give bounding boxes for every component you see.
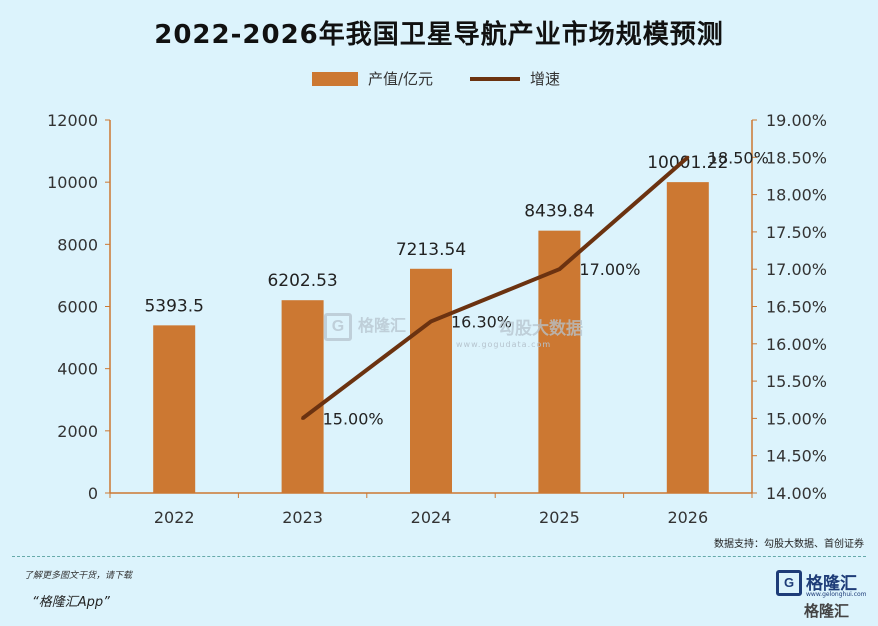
bar-data-label: 10001.22: [647, 153, 728, 173]
bar: [153, 325, 196, 493]
bar: [410, 268, 452, 493]
watermark-url: www.gogudata.com: [456, 340, 552, 349]
watermark-left-text: 格隆汇: [358, 316, 407, 335]
growth-data-label: 17.00%: [579, 260, 640, 279]
bar-data-label: 5393.5: [144, 296, 203, 316]
y-right-tick-label: 15.00%: [766, 409, 827, 428]
promo-text: 了解更多图文干货，请下载: [24, 571, 133, 581]
growth-point: [686, 155, 690, 159]
bar-data-label: 7213.54: [396, 240, 466, 260]
bar: [666, 182, 709, 494]
y-right-tick-label: 16.00%: [766, 335, 827, 354]
y-left-tick-label: 12000: [47, 111, 98, 130]
y-right-tick-label: 17.50%: [766, 223, 827, 242]
promo-app-text: “格隆汇App”: [32, 595, 110, 610]
legend-line-label: 增速: [530, 70, 560, 88]
watermark-logo-icon: G: [324, 312, 352, 341]
legend-bar-swatch: [312, 72, 358, 86]
growth-line: [301, 155, 690, 420]
chart-title: 2022-2026年我国卫星导航产业市场规模预测: [154, 20, 724, 50]
y-left-tick-label: 4000: [57, 360, 98, 379]
x-tick-label: 2022: [154, 508, 195, 527]
watermark-right-text: 勾股大数据: [498, 319, 583, 339]
bar-data-label: 8439.84: [524, 202, 594, 222]
y-left-tick-label: 0: [88, 484, 98, 503]
y-left-tick-label: 6000: [57, 298, 98, 317]
y-right-tick-label: 19.00%: [766, 111, 827, 130]
bar: [281, 300, 324, 493]
watermark: G 格隆汇: [324, 312, 406, 341]
x-tick-label: 2026: [667, 508, 708, 527]
growth-data-label: 18.50%: [708, 148, 769, 167]
brand-logo[interactable]: G 格隆汇 www.gelonghui.com 格隆汇: [776, 570, 872, 620]
footer-divider: [12, 556, 866, 557]
growth-point: [557, 267, 561, 271]
y-right-tick-label: 17.00%: [766, 260, 827, 279]
legend-bar-label: 产值/亿元: [368, 70, 433, 88]
growth-data-label: 15.00%: [323, 409, 384, 428]
brand-name: 格隆汇: [806, 574, 857, 594]
y-right-tick-label: 14.50%: [766, 447, 827, 466]
y-left-tick-label: 2000: [57, 422, 98, 441]
y-right-tick-label: 16.50%: [766, 298, 827, 317]
y-right-tick-label: 18.50%: [766, 148, 827, 167]
brand-url: www.gelonghui.com: [806, 591, 867, 598]
brand-name-secondary: 格隆汇: [804, 602, 850, 620]
y-right-tick-label: 18.00%: [766, 186, 827, 205]
bar-data-label: 6202.53: [267, 271, 337, 291]
combo-chart: 产值/亿元 增速 0 2000 4000 6000 8000 10000 12000 14.00%…: [47, 70, 827, 527]
growth-point: [301, 416, 305, 420]
y-left-tick-label: 8000: [57, 235, 98, 254]
x-tick-label: 2025: [539, 508, 580, 527]
y-right-tick-label: 15.50%: [766, 372, 827, 391]
brand-logo-icon: G: [776, 570, 802, 596]
y-right-tick-label: 14.00%: [766, 484, 827, 503]
growth-data-label: 16.30%: [451, 312, 512, 331]
source-note: 数据支持：勾股大数据、首创证券: [714, 539, 864, 550]
y-left-tick-label: 10000: [47, 173, 98, 192]
x-tick-label: 2024: [411, 508, 452, 527]
x-tick-label: 2023: [282, 508, 323, 527]
growth-point: [429, 319, 433, 323]
